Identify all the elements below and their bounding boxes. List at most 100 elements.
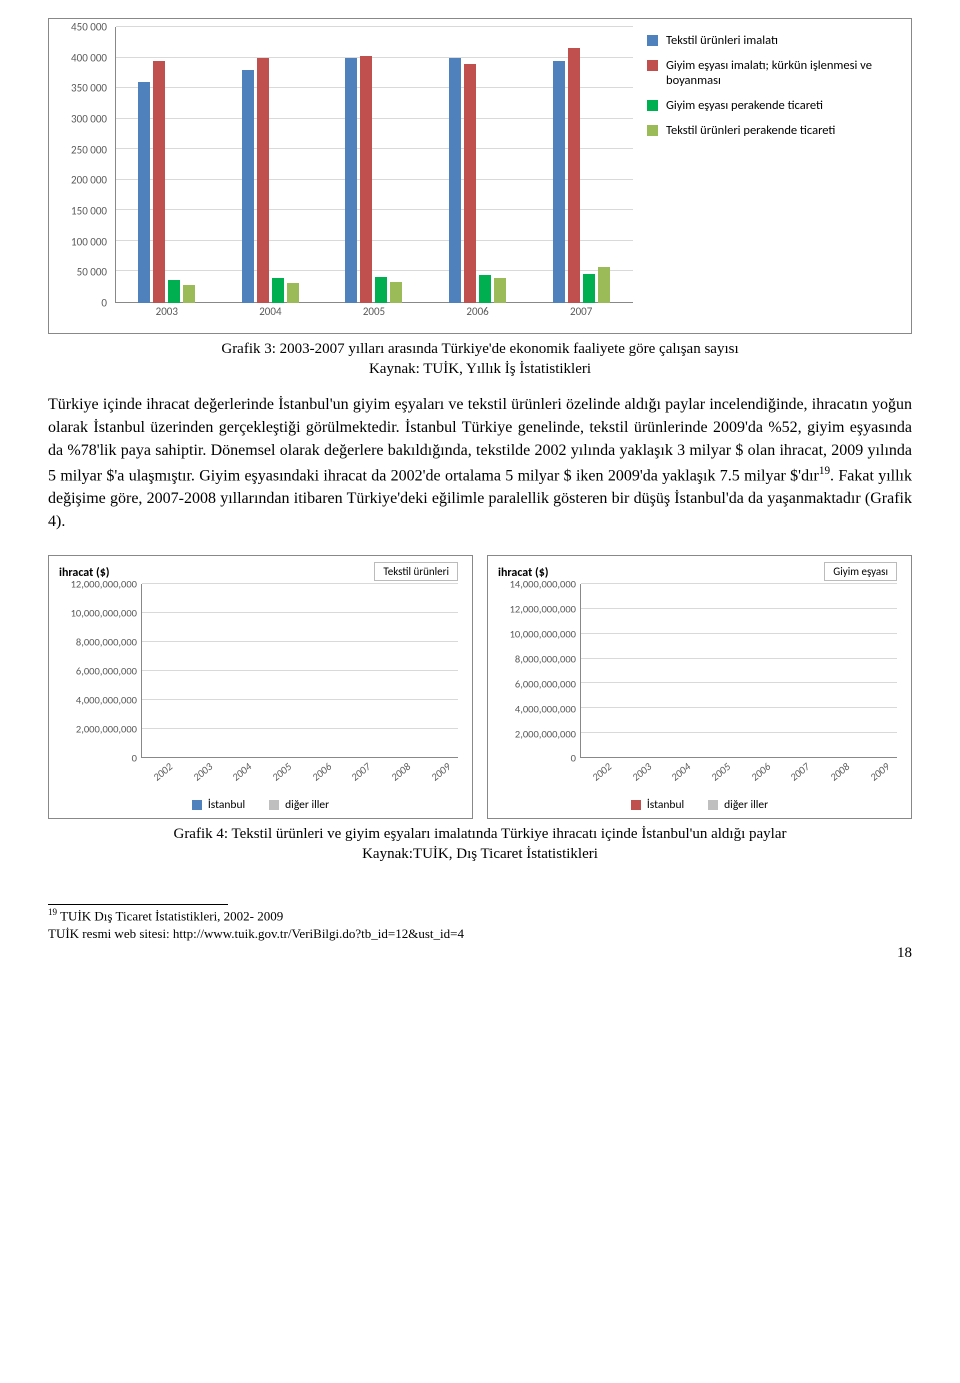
chart-1-legend-item: Giyim eşyası perakende ticareti [647,98,903,113]
chart-1-bar [360,56,372,303]
chart-1-bar [138,82,150,303]
caption-1-line-1: Grafik 3: 2003-2007 yılları arasında Tür… [221,341,738,357]
chart-2a-yaxis: 02,000,000,0004,000,000,0006,000,000,000… [59,584,141,758]
chart-1-ytick: 400 000 [57,51,107,64]
chart-xlabel: 2008 [388,761,426,801]
chart-legend-item: diğer iller [708,798,768,812]
chart-1-group [322,27,426,303]
chart-1-xlabels: 20032004200520062007 [115,305,633,327]
footnote-number: 19 [48,907,57,917]
chart-ytick: 4,000,000,000 [59,694,137,707]
chart-1-bar [287,283,299,303]
legend-label: İstanbul [647,798,684,812]
chart-1-bar [375,277,387,303]
chart-2b-xlabels: 20022003200420052006200720082009 [580,760,897,794]
chart-ytick: 0 [59,752,137,765]
legend-swatch [647,35,658,46]
chart-ytick: 2,000,000,000 [498,727,576,740]
chart-ytick: 8,000,000,000 [498,653,576,666]
chart-legend-item: diğer iller [269,798,329,812]
chart-2a-badge: Tekstil ürünleri [374,562,458,581]
footnote-separator [48,904,228,905]
legend-label: İstanbul [208,798,245,812]
chart-2-caption: Grafik 4: Tekstil ürünleri ve giyim eşya… [48,825,912,864]
legend-label: Tekstil ürünleri imalatı [666,33,778,48]
chart-1-ytick: 350 000 [57,82,107,95]
chart-1-bar [390,282,402,303]
chart-1-bar [449,58,461,303]
chart-1-xlabel: 2003 [156,305,178,327]
chart-1-legend-item: Tekstil ürünleri perakende ticareti [647,123,903,138]
chart-1-bar [583,274,595,303]
chart-xlabel: 2002 [590,761,628,801]
chart-xlabel: 2005 [269,761,307,801]
chart-ytick: 10,000,000,000 [59,607,137,620]
chart-1-bar [345,58,357,303]
chart-1-bar [153,61,165,303]
chart-1-container: 050 000100 000150 000200 000250 000300 0… [48,18,912,334]
chart-2b-bars [580,584,897,758]
chart-legend-item: İstanbul [192,798,245,812]
chart-1-bar [494,278,506,303]
chart-1-ytick: 300 000 [57,113,107,126]
chart-1-group [529,27,633,303]
legend-label: Tekstil ürünleri perakende ticareti [666,123,835,138]
chart-xlabel: 2008 [827,761,865,801]
chart-legend-item: İstanbul [631,798,684,812]
chart-xlabel: 2005 [708,761,746,801]
chart-1-bar [272,278,284,303]
legend-swatch [647,125,658,136]
chart-2b-badge: Giyim eşyası [824,562,897,581]
chart-1-legend: Tekstil ürünleri imalatı Giyim eşyası ima… [633,27,903,327]
chart-1-bar [464,64,476,303]
chart-1-ytick: 200 000 [57,174,107,187]
legend-label: Giyim eşyası imalatı; kürkün işlenmesi v… [666,58,903,88]
chart-1-legend-item: Tekstil ürünleri imalatı [647,33,903,48]
chart-xlabel: 2002 [151,761,189,801]
chart-1-bar [568,48,580,303]
chart-1-yaxis: 050 000100 000150 000200 000250 000300 0… [57,27,115,303]
chart-2a-plot: 02,000,000,0004,000,000,0006,000,000,000… [59,584,462,794]
chart-ytick: 12,000,000,000 [59,578,137,591]
chart-xlabel: 2003 [629,761,667,801]
chart-1-ytick: 250 000 [57,143,107,156]
chart-1-ytick: 50 000 [57,266,107,279]
chart-1-bar [257,58,269,303]
legend-label: diğer iller [285,798,329,812]
chart-1-bar [553,61,565,303]
footnote-block: 19 TUİK Dış Ticaret İstatistikleri, 2002… [48,907,912,942]
chart-2b-container: ihracat ($) Giyim eşyası 02,000,000,0004… [487,555,912,819]
chart-1-xlabel: 2007 [570,305,592,327]
chart-1-caption: Grafik 3: 2003-2007 yılları arasında Tür… [48,340,912,379]
legend-swatch [708,800,718,810]
chart-ytick: 6,000,000,000 [498,677,576,690]
chart-ytick: 12,000,000,000 [498,603,576,616]
chart-1-plot: 050 000100 000150 000200 000250 000300 0… [57,27,633,327]
caption-2-line-1: Grafik 4: Tekstil ürünleri ve giyim eşya… [173,826,786,842]
legend-swatch [631,800,641,810]
chart-1-legend-item: Giyim eşyası imalatı; kürkün işlenmesi v… [647,58,903,88]
legend-swatch [192,800,202,810]
chart-ytick: 4,000,000,000 [498,702,576,715]
chart-1-ytick: 0 [57,297,107,310]
page-number: 18 [48,945,912,962]
chart-2a-xlabels: 20022003200420052006200720082009 [141,760,458,794]
chart-xlabel: 2003 [190,761,228,801]
paragraph-main: Türkiye içinde ihracat değerlerinde İsta… [48,396,912,484]
legend-label: diğer iller [724,798,768,812]
legend-label: Giyim eşyası perakende ticareti [666,98,823,113]
chart-1-bar [183,285,195,303]
chart-xlabel: 2006 [309,761,347,801]
chart-1-group [115,27,219,303]
chart-1-xlabel: 2004 [259,305,281,327]
chart-xlabel: 2004 [669,761,707,801]
chart-1-ytick: 450 000 [57,21,107,34]
caption-2-line-2: Kaynak:TUİK, Dış Ticaret İstatistikleri [362,846,598,862]
chart-2a-bars [141,584,458,758]
chart-1-xlabel: 2005 [363,305,385,327]
chart-ytick: 6,000,000,000 [59,665,137,678]
footnote-ref-inline: 19 [819,465,830,477]
chart-2b-legend: İstanbul diğer iller [498,798,901,812]
chart-1-ytick: 100 000 [57,235,107,248]
body-paragraph: Türkiye içinde ihracat değerlerinde İsta… [48,393,912,533]
